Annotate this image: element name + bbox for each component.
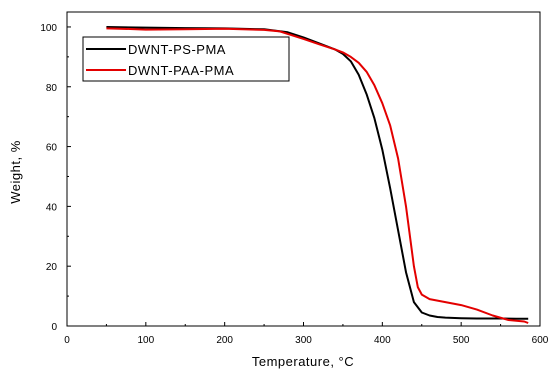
y-tick-label: 100 bbox=[40, 23, 57, 34]
x-tick-label: 0 bbox=[64, 335, 70, 346]
x-axis-title: Temperature, °C bbox=[252, 354, 354, 369]
x-tick-label: 200 bbox=[216, 335, 233, 346]
legend-box bbox=[82, 36, 290, 82]
x-axis-ticks: 0 100 200 300 400 500 600 bbox=[64, 322, 549, 346]
y-tick-label: 60 bbox=[46, 143, 58, 154]
y-tick-label: 0 bbox=[51, 322, 57, 333]
y-tick-label: 80 bbox=[46, 83, 58, 94]
x-tick-label: 400 bbox=[374, 335, 391, 346]
x-tick-label: 500 bbox=[453, 335, 470, 346]
y-axis-ticks: 0 20 40 60 80 100 bbox=[40, 23, 71, 333]
series-lines bbox=[106, 26, 529, 324]
y-tick-label: 20 bbox=[46, 262, 58, 273]
legend-label-ps: DWNT-PS-PMA bbox=[128, 42, 226, 57]
y-axis-title: Weight, % bbox=[8, 140, 23, 204]
series-line-paa bbox=[106, 27, 529, 324]
x-tick-label: 600 bbox=[532, 335, 549, 346]
legend-label-paa: DWNT-PAA-PMA bbox=[128, 63, 234, 78]
legend: DWNT-PS-PMA DWNT-PAA-PMA bbox=[82, 36, 290, 82]
x-tick-label: 300 bbox=[295, 335, 312, 346]
x-tick-label: 100 bbox=[137, 335, 154, 346]
y-tick-label: 40 bbox=[46, 202, 58, 213]
